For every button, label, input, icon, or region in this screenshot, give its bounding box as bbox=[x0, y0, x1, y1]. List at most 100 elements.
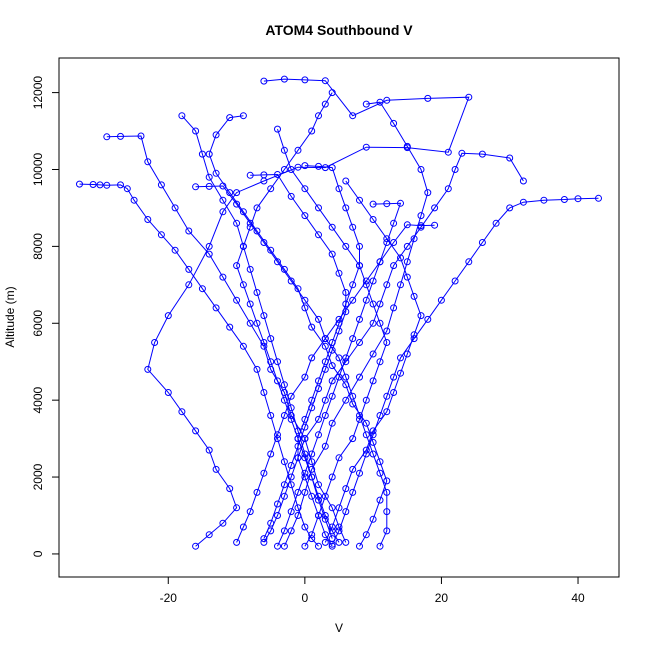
data-point bbox=[397, 369, 404, 377]
data-point bbox=[321, 335, 329, 343]
data-point bbox=[233, 504, 241, 512]
data-point bbox=[219, 196, 227, 204]
data-point bbox=[356, 315, 363, 323]
data-point bbox=[287, 508, 295, 516]
data-point bbox=[328, 362, 336, 370]
data-point bbox=[328, 419, 336, 427]
data-point bbox=[349, 281, 357, 289]
data-point bbox=[219, 208, 227, 216]
data-point bbox=[390, 219, 398, 227]
data-point bbox=[308, 492, 316, 500]
data-point bbox=[362, 296, 370, 304]
data-point bbox=[424, 94, 432, 102]
data-point bbox=[369, 277, 377, 285]
data-point bbox=[335, 319, 343, 327]
data-point bbox=[274, 431, 281, 439]
series-line bbox=[79, 183, 319, 547]
data-point bbox=[362, 431, 370, 439]
data-point bbox=[205, 531, 213, 539]
data-point bbox=[362, 446, 370, 454]
data-point bbox=[369, 350, 377, 358]
data-point bbox=[253, 488, 261, 496]
data-point bbox=[294, 504, 302, 512]
data-point bbox=[335, 354, 343, 362]
data-point bbox=[328, 473, 336, 481]
data-point bbox=[335, 373, 343, 381]
data-point bbox=[335, 185, 343, 193]
data-point bbox=[308, 473, 316, 481]
data-point bbox=[308, 323, 316, 331]
data-point bbox=[342, 508, 350, 516]
data-point bbox=[130, 196, 138, 204]
data-point bbox=[506, 154, 514, 162]
data-point bbox=[274, 258, 281, 266]
data-point bbox=[356, 262, 363, 270]
data-point bbox=[410, 292, 418, 300]
series-line bbox=[277, 202, 402, 547]
data-point bbox=[260, 312, 268, 320]
data-point bbox=[294, 454, 302, 462]
data-point bbox=[349, 223, 357, 231]
data-point bbox=[219, 273, 227, 281]
data-point bbox=[342, 354, 350, 362]
data-point bbox=[260, 538, 268, 546]
data-point bbox=[540, 196, 548, 204]
series-9 bbox=[280, 98, 432, 550]
data-point bbox=[260, 469, 268, 477]
data-point bbox=[301, 523, 309, 531]
data-point bbox=[335, 454, 343, 462]
series-line bbox=[236, 224, 435, 543]
data-point bbox=[157, 231, 165, 239]
data-point bbox=[362, 396, 370, 404]
series-line bbox=[181, 115, 333, 539]
data-point bbox=[233, 219, 241, 227]
data-point bbox=[301, 304, 309, 312]
data-point bbox=[205, 173, 213, 181]
data-point bbox=[321, 442, 329, 450]
data-point bbox=[328, 377, 336, 385]
data-point bbox=[205, 150, 213, 158]
data-point bbox=[280, 527, 288, 535]
data-point bbox=[315, 496, 322, 504]
data-point bbox=[239, 208, 247, 216]
data-point bbox=[192, 127, 200, 135]
data-point bbox=[274, 512, 281, 519]
data-point bbox=[178, 112, 186, 120]
data-point bbox=[328, 89, 336, 97]
data-point bbox=[294, 488, 302, 496]
data-point bbox=[301, 542, 309, 550]
data-point bbox=[280, 492, 288, 500]
data-point bbox=[233, 538, 241, 546]
data-point bbox=[226, 323, 234, 331]
data-point bbox=[239, 281, 247, 289]
plot-frame bbox=[58, 57, 620, 578]
y-tick-label: 10000 bbox=[31, 152, 45, 186]
data-point bbox=[260, 535, 268, 543]
y-tick-label: 2000 bbox=[31, 463, 45, 490]
data-point bbox=[342, 300, 350, 308]
data-point bbox=[369, 450, 377, 458]
data-point bbox=[260, 77, 268, 85]
data-point bbox=[465, 93, 473, 101]
series-line bbox=[106, 135, 347, 543]
data-point bbox=[219, 519, 227, 527]
data-point bbox=[308, 465, 316, 473]
data-point bbox=[233, 189, 241, 197]
data-point bbox=[205, 250, 213, 258]
data-point bbox=[321, 358, 329, 366]
series-line bbox=[250, 173, 347, 539]
data-point bbox=[356, 373, 363, 381]
data-point bbox=[369, 438, 377, 446]
data-point bbox=[376, 469, 384, 477]
data-point bbox=[301, 373, 309, 381]
data-point bbox=[280, 542, 288, 550]
data-point bbox=[417, 312, 425, 320]
data-point bbox=[301, 76, 309, 84]
data-point bbox=[171, 204, 179, 212]
data-point bbox=[383, 281, 391, 289]
data-point bbox=[164, 312, 172, 320]
data-point bbox=[287, 527, 295, 535]
y-tick-label: 4000 bbox=[31, 386, 45, 413]
data-point bbox=[315, 112, 322, 120]
data-point bbox=[308, 127, 316, 135]
